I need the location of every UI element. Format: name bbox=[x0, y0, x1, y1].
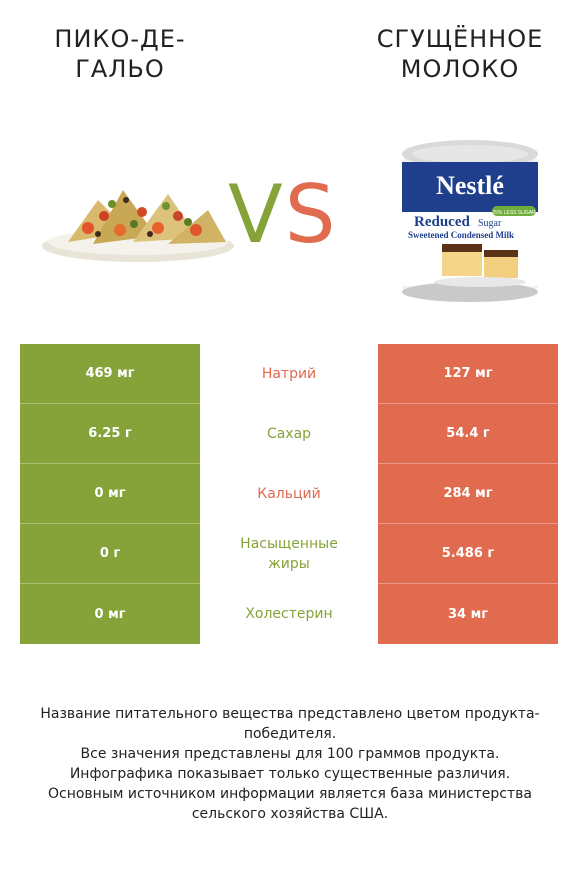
right-value: 284 мг bbox=[378, 464, 558, 524]
footer-line: Название питательного вещества представл… bbox=[40, 706, 540, 742]
table-row: 0 г Насыщенные жиры 5.486 г bbox=[20, 524, 558, 584]
table-row: 6.25 г Сахар 54.4 г bbox=[20, 404, 558, 464]
left-value: 6.25 г bbox=[20, 404, 200, 464]
table-row: 0 мг Холестерин 34 мг bbox=[20, 584, 558, 644]
vs-label: VS bbox=[228, 170, 358, 260]
table-row: 0 мг Кальций 284 мг bbox=[20, 464, 558, 524]
nutrient-name: Сахар bbox=[200, 404, 378, 464]
right-value: 127 мг bbox=[378, 344, 558, 404]
footer-line: Основным источником информации является … bbox=[48, 786, 532, 822]
right-value: 34 мг bbox=[378, 584, 558, 644]
vs-s-letter: S bbox=[284, 168, 338, 261]
left-value: 0 мг bbox=[20, 584, 200, 644]
vs-v-letter: V bbox=[228, 168, 285, 261]
can-line1b: Sugar bbox=[478, 218, 502, 229]
right-value: 54.4 г bbox=[378, 404, 558, 464]
footer-line: Все значения представлены для 100 граммо… bbox=[80, 746, 500, 762]
table-row: 469 мг Натрий 127 мг bbox=[20, 344, 558, 404]
left-food-title: ПИКО-ДЕ-ГАЛЬО bbox=[54, 25, 186, 83]
can-badge: 25% LESS SUGAR bbox=[492, 210, 536, 216]
can-line1: Reduced bbox=[414, 214, 470, 230]
left-value: 0 г bbox=[20, 524, 200, 584]
right-food-title: СГУЩЁННОЕ МОЛОКО bbox=[376, 25, 544, 83]
can-brand: Nestlé bbox=[436, 171, 504, 200]
nutrient-name: Насыщенные жиры bbox=[200, 524, 378, 584]
left-value: 0 мг bbox=[20, 464, 200, 524]
right-value: 5.486 г bbox=[378, 524, 558, 584]
pico-de-gallo-image bbox=[42, 190, 234, 262]
footer-notes: Название питательного вещества представл… bbox=[10, 704, 570, 824]
nutrient-name: Кальций bbox=[200, 464, 378, 524]
nutrient-name: Холестерин bbox=[200, 584, 378, 644]
can-line2: Sweetened Condensed Milk bbox=[408, 230, 514, 240]
footer-line: Инфографика показывает только существенн… bbox=[69, 766, 511, 782]
left-value: 469 мг bbox=[20, 344, 200, 404]
nutrient-comparison-table: 469 мг Натрий 127 мг 6.25 г Сахар 54.4 г… bbox=[20, 344, 558, 644]
condensed-milk-can-image: Nestlé 25% LESS SUGAR Reduced Sugar Swee… bbox=[402, 140, 538, 302]
nutrient-name: Натрий bbox=[200, 344, 378, 404]
